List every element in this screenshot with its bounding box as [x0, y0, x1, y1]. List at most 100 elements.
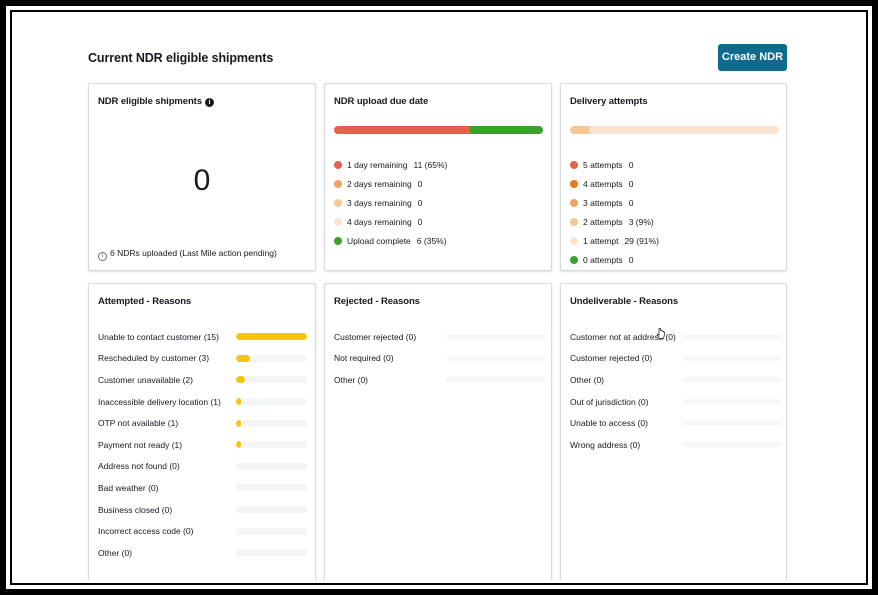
undeliverable-reason-row: Customer not at address (0) [570, 326, 782, 348]
reason-label: Inaccessible delivery location (1) [98, 396, 221, 407]
legend-label: 5 attempts [583, 159, 623, 170]
info-circle-icon: i [98, 252, 107, 261]
attempted-reason-row: Address not found (0) [98, 456, 307, 478]
legend-dot-icon [570, 255, 578, 264]
reason-bar-track [682, 442, 782, 448]
reason-label: Other (0) [570, 374, 605, 385]
attempts-legend-item: 0 attempts 0 [570, 250, 659, 269]
legend-value: 0 [417, 197, 423, 208]
legend-dot-icon [570, 198, 578, 207]
reason-label: Incorrect access code (0) [98, 526, 194, 537]
rejected-reasons-list: Customer rejected (0) Not required (0) Oth… [334, 326, 546, 391]
reason-bar-track [236, 506, 307, 514]
legend-dot-icon [334, 198, 342, 207]
legend-label: 0 attempts [583, 254, 623, 265]
reason-bar-fill [236, 398, 241, 406]
delivery-attempts-bar [570, 126, 779, 134]
reason-bar-track [236, 549, 307, 557]
reason-bar-track [236, 398, 307, 406]
legend-value: 0 [417, 178, 423, 189]
attempts-legend-item: 5 attempts 0 [570, 155, 659, 174]
create-ndr-button[interactable]: Create NDR [718, 44, 787, 71]
rejected-reason-row: Other (0) [334, 369, 546, 391]
upload-due-title: NDR upload due date [334, 96, 429, 107]
rejected-reason-row: Not required (0) [334, 348, 546, 370]
reason-bar-track [236, 354, 307, 362]
legend-dot-icon [334, 217, 342, 226]
reason-label: Out of jurisdiction (0) [570, 396, 649, 407]
reason-label: Customer not at address (0) [570, 331, 676, 342]
reason-bar-track [682, 334, 782, 340]
attempted-reason-row: Bad weather (0) [98, 477, 307, 499]
upload_due-legend-item: Upload complete 6 (35%) [334, 231, 447, 250]
legend-value: 0 [628, 178, 634, 189]
undeliverable-reasons-list: Customer not at address (0) Customer reje… [570, 326, 782, 456]
reason-bar-fill [236, 441, 241, 449]
delivery-attempts-legend: 5 attempts 0 4 attempts 0 3 attempts 0 2 attem… [570, 155, 659, 269]
attempted-reason-row: OTP not available (1) [98, 412, 307, 434]
attempted-reason-row: Inaccessible delivery location (1) [98, 391, 307, 413]
reason-bar-track [236, 484, 307, 492]
attempted-reason-row: Business closed (0) [98, 499, 307, 521]
delivery-attempts-segment [588, 126, 779, 134]
legend-label: 4 attempts [583, 178, 623, 189]
upload_due-legend-item: 4 days remaining 0 [334, 212, 447, 231]
reason-bar-fill [236, 419, 241, 427]
upload-due-segment [469, 126, 543, 134]
upload-due-card: NDR upload due date 1 day remaining 11 (6… [324, 83, 552, 271]
rejected-reasons-title: Rejected - Reasons [334, 296, 420, 307]
legend-label: 3 attempts [583, 197, 623, 208]
reason-label: Customer rejected (0) [334, 331, 417, 342]
undeliverable-reasons-title: Undeliverable - Reasons [570, 296, 679, 307]
attempted-reason-row: Payment not ready (1) [98, 434, 307, 456]
reason-label: Address not found (0) [98, 461, 180, 472]
reason-bar-fill [236, 376, 246, 384]
reason-bar-track [236, 527, 307, 535]
rejected-reasons-card: Rejected - Reasons Customer rejected (0)… [324, 283, 552, 580]
undeliverable-reason-row: Out of jurisdiction (0) [570, 391, 782, 413]
upload-due-bar [334, 126, 543, 134]
reason-label: Unable to access (0) [570, 418, 648, 429]
attempts-legend-item: 2 attempts 3 (9%) [570, 212, 659, 231]
delivery-attempts-segment [570, 126, 589, 134]
delivery-attempts-card: Delivery attempts 5 attempts 0 4 attempts 0… [560, 83, 787, 271]
attempts-legend-item: 4 attempts 0 [570, 174, 659, 193]
reason-bar-track [446, 334, 546, 340]
upload-due-segment [334, 126, 470, 134]
reason-bar-track [446, 355, 546, 361]
reason-label: Payment not ready (1) [98, 439, 183, 450]
reason-label: Customer unavailable (2) [98, 374, 193, 385]
legend-dot-icon [570, 236, 578, 245]
reason-bar-track [236, 462, 307, 470]
info-icon[interactable]: i [204, 98, 214, 107]
legend-value: 0 [628, 159, 634, 170]
legend-dot-icon [570, 179, 578, 188]
reason-label: Bad weather (0) [98, 482, 159, 493]
legend-label: 2 attempts [583, 216, 623, 227]
upload_due-legend-item: 3 days remaining 0 [334, 193, 447, 212]
reason-label: OTP not available (1) [98, 418, 179, 429]
legend-label: Upload complete [347, 235, 411, 246]
eligible-card-title: NDR eligible shipments [98, 96, 202, 107]
attempts-legend-item: 1 attempt 29 (91%) [570, 231, 659, 250]
undeliverable-reason-row: Wrong address (0) [570, 434, 782, 456]
reason-bar-track [682, 377, 782, 383]
undeliverable-reasons-card: Undeliverable - Reasons Customer not at … [560, 283, 787, 580]
legend-value: 0 [417, 216, 423, 227]
eligible-count: 0 [193, 164, 211, 197]
undeliverable-reason-row: Customer rejected (0) [570, 348, 782, 370]
reason-label: Wrong address (0) [570, 439, 641, 450]
legend-label: 3 days remaining [347, 197, 412, 208]
legend-value: 29 (91%) [624, 235, 659, 246]
legend-value: 6 (35%) [416, 235, 447, 246]
legend-dot-icon [334, 179, 342, 188]
legend-label: 2 days remaining [347, 178, 412, 189]
undeliverable-reason-row: Unable to access (0) [570, 412, 782, 434]
legend-value: 3 (9%) [628, 216, 654, 227]
upload-due-legend: 1 day remaining 11 (65%) 2 days remaining 0… [334, 155, 447, 250]
reason-label: Other (0) [98, 547, 133, 558]
reason-bar-track [682, 399, 782, 405]
legend-label: 1 attempt [583, 235, 619, 246]
